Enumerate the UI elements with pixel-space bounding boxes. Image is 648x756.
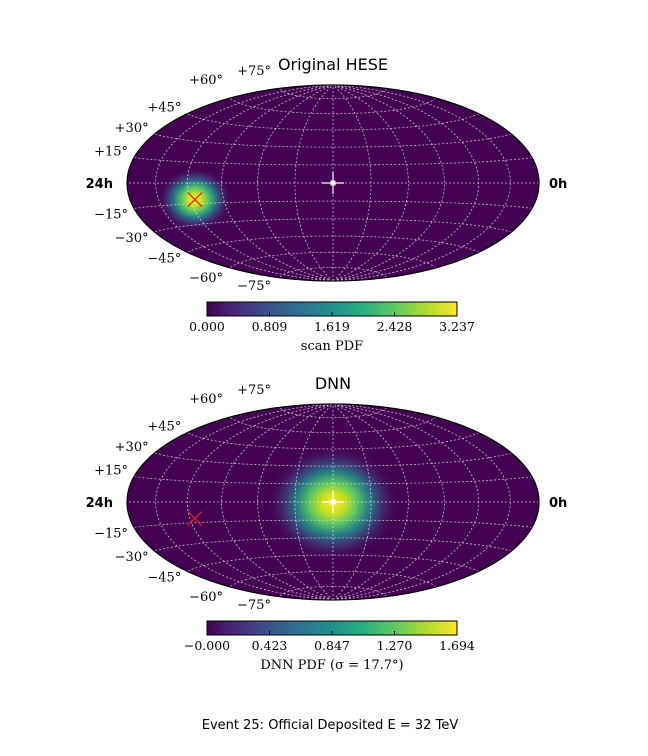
dec-label: +15°: [94, 145, 128, 160]
figure-caption: Event 25: Official Deposited E = 32 TeV: [202, 718, 459, 733]
colorbar-tick-label: 1.619: [314, 319, 350, 334]
gridline-dec: [133, 476, 533, 485]
gridline-dec: [133, 200, 533, 209]
panel-title: Original HESE: [278, 55, 388, 74]
panel-title: DNN: [315, 374, 351, 393]
colorbar-tick-label: 1.694: [439, 638, 475, 653]
gridline-ra: [294, 404, 334, 600]
true-direction-point: [330, 499, 336, 505]
colorbar-tick-label: 0.809: [252, 319, 288, 334]
dec-label: −30°: [115, 550, 149, 565]
dec-label: +15°: [94, 464, 128, 479]
gridline-ra: [332, 404, 372, 600]
gridline-ra: [155, 404, 334, 600]
gridline-ra: [294, 85, 334, 281]
gridline-ra: [186, 85, 334, 281]
dec-label: +30°: [115, 121, 149, 136]
dec-label: −60°: [189, 271, 223, 286]
colorbar-label: scan PDF: [301, 339, 363, 354]
skymap-panel-1: Original HESE 24h 0h +75° +60° +45° +30° +15° −1…: [86, 55, 568, 354]
gridline-dec: [187, 432, 479, 450]
gridline-dec: [187, 113, 479, 131]
gridline-ra: [332, 404, 480, 600]
colorbar-tick-label: 0.000: [189, 319, 225, 334]
true-direction-point: [330, 180, 336, 186]
gridline-ra: [332, 85, 372, 281]
dec-label: −75°: [237, 598, 271, 613]
reference-x-marker: [187, 192, 203, 207]
colorbar-tick-label: 2.428: [377, 319, 413, 334]
dec-label: −45°: [147, 251, 181, 266]
ra-label: 24h: [86, 496, 113, 511]
colorbar-tick-label: −0.000: [184, 638, 230, 653]
colorbar-tick-label: 0.847: [314, 638, 350, 653]
dec-label: +75°: [237, 383, 271, 398]
gridline-dec: [154, 452, 512, 467]
colorbar-tick-label: 0.423: [252, 638, 288, 653]
gridline-ra: [332, 85, 480, 281]
gridline-dec: [229, 97, 437, 115]
ra-label: 0h: [549, 496, 567, 511]
colorbar-label: DNN PDF (σ = 17.7°): [260, 658, 403, 673]
dec-label: +60°: [189, 73, 223, 88]
dec-label: +45°: [147, 101, 181, 116]
dec-label: +45°: [147, 420, 181, 435]
reference-x-marker: [187, 511, 203, 526]
dec-label: +30°: [115, 440, 149, 455]
dec-label: +60°: [189, 392, 223, 407]
dec-label: −30°: [115, 231, 149, 246]
gridline-ra: [155, 85, 334, 281]
gridline-ra: [186, 404, 334, 600]
dec-label: −15°: [94, 207, 128, 222]
gridline-dec: [154, 133, 512, 148]
gridline-dec: [133, 519, 533, 528]
ra-label: 24h: [86, 177, 113, 192]
gridline-ra: [332, 85, 511, 281]
dec-label: −60°: [189, 590, 223, 605]
gridline-dec: [133, 157, 533, 166]
gridline-ra: [332, 404, 511, 600]
dec-label: +75°: [237, 64, 271, 79]
gridline-dec: [229, 416, 437, 434]
ra-label: 0h: [549, 177, 567, 192]
skymap-border: [126, 84, 540, 282]
colorbar-tick-label: 3.237: [439, 319, 475, 334]
dec-label: −15°: [94, 526, 128, 541]
skymap-border: [126, 403, 540, 601]
colorbar-tick-label: 1.270: [377, 638, 413, 653]
dec-label: −45°: [147, 570, 181, 585]
skymap-panel-2: DNN 24h 0h +75° +60° +45° +30° +15° −15° −30° −45°…: [86, 374, 568, 673]
dec-label: −75°: [237, 279, 271, 294]
